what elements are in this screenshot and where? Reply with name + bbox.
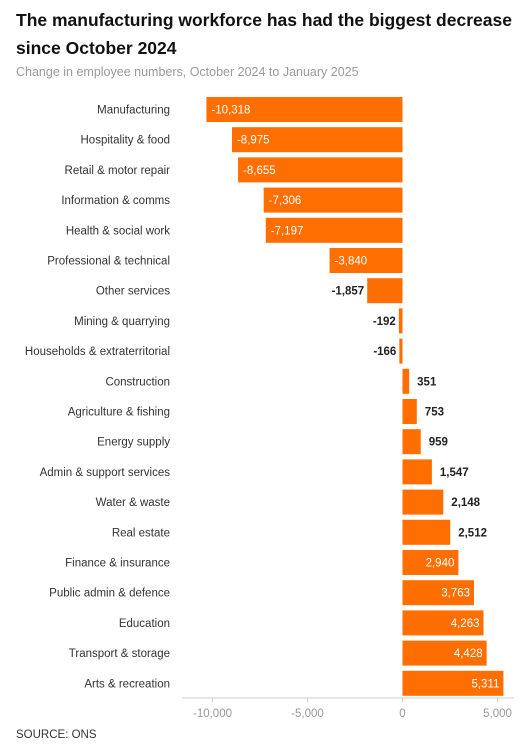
- data-label: 4,428: [454, 648, 483, 660]
- data-label: 959: [429, 437, 448, 449]
- data-label: -192: [373, 316, 396, 328]
- data-label: 2,940: [426, 558, 455, 570]
- data-label: -166: [373, 346, 396, 358]
- data-label: 351: [417, 376, 437, 388]
- bar: [402, 429, 421, 455]
- bar: [402, 550, 459, 575]
- bar: [402, 459, 432, 485]
- data-label: 3,763: [441, 588, 470, 600]
- bar: [329, 248, 403, 273]
- category-label: Construction: [105, 376, 170, 388]
- category-label: Real estate: [112, 527, 170, 539]
- category-label: Health & social work: [66, 225, 170, 237]
- category-label: Energy supply: [97, 437, 170, 449]
- data-label: -7,197: [271, 225, 304, 237]
- category-label: Hospitality & food: [81, 135, 171, 147]
- bar: [402, 610, 484, 636]
- bar: [231, 127, 403, 153]
- chart-title: The manufacturing workforce has had the …: [16, 10, 512, 58]
- data-label: 5,311: [471, 678, 499, 690]
- bar: [402, 519, 451, 545]
- bar: [402, 489, 444, 515]
- data-label: 2,512: [458, 527, 487, 539]
- bar: [402, 399, 417, 424]
- category-label: Arts & recreation: [84, 678, 170, 690]
- category-label: Agriculture & fishing: [68, 407, 170, 419]
- category-label: Manufacturing: [97, 105, 170, 117]
- bar: [206, 97, 403, 122]
- category-label: Education: [119, 618, 170, 630]
- data-label: -8,975: [237, 135, 270, 147]
- bar: [402, 580, 474, 606]
- bar: [263, 187, 403, 213]
- bar: [367, 278, 403, 304]
- category-label: Mining & quarrying: [74, 316, 170, 328]
- data-label: -10,318: [211, 105, 250, 117]
- x-tick-label: 0: [399, 708, 405, 720]
- category-label: Retail & motor repair: [65, 165, 171, 177]
- category-label: Professional & technical: [47, 256, 170, 268]
- bar: [402, 640, 487, 666]
- data-label: 753: [425, 407, 444, 419]
- data-label: 4,263: [451, 618, 480, 630]
- x-tick-label: 5,000: [483, 708, 512, 720]
- chart-subtitle: Change in employee numbers, October 2024…: [16, 65, 359, 79]
- category-label: Finance & insurance: [65, 558, 170, 570]
- source-note: SOURCE: ONS: [16, 729, 97, 741]
- category-label: Other services: [96, 286, 170, 298]
- category-label: Public admin & defence: [49, 588, 170, 600]
- data-label: 1,547: [440, 467, 469, 479]
- bar: [238, 157, 403, 183]
- category-label: Admin & support services: [40, 467, 171, 479]
- x-tick-label: -5,000: [291, 708, 324, 720]
- bar-chart: Manufacturing -10,318 Hospitality & food -8…: [25, 97, 514, 720]
- data-label: -3,840: [335, 256, 368, 268]
- data-label: -7,306: [269, 195, 302, 207]
- data-label: -8,655: [243, 165, 276, 177]
- data-label: -1,857: [332, 286, 365, 298]
- x-tick-label: -10,000: [193, 708, 232, 720]
- category-label: Transport & storage: [69, 648, 170, 660]
- bar: [265, 217, 403, 243]
- category-label: Information & comms: [61, 195, 170, 207]
- bar: [402, 670, 504, 696]
- data-label: 2,148: [451, 497, 480, 509]
- category-label: Households & extraterritorial: [25, 346, 170, 358]
- bar: [402, 368, 410, 394]
- bar: [398, 308, 403, 334]
- category-label: Water & waste: [96, 497, 170, 509]
- bar: [399, 338, 403, 364]
